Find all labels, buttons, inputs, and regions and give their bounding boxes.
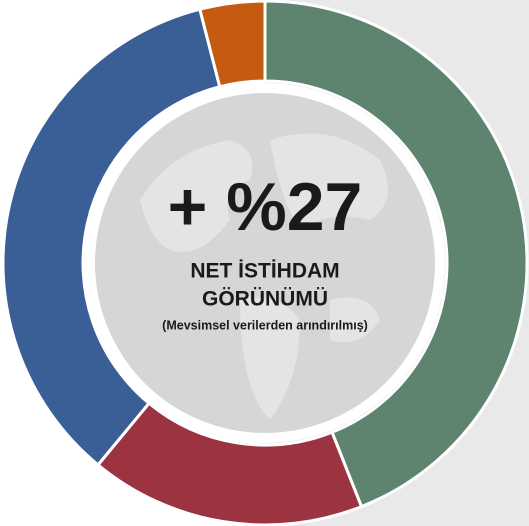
- note: (Mevsimsel verilerden arındırılmış): [162, 318, 368, 332]
- label-line: GÖRÜNÜMÜ: [202, 288, 328, 311]
- donut-segment: [198, 0, 267, 89]
- world-map: [140, 133, 388, 420]
- donut-segment: [1, 7, 222, 467]
- donut-segment: [263, 0, 529, 509]
- label-line: NET İSTİHDAM: [190, 260, 339, 283]
- headline: + %27: [168, 169, 363, 245]
